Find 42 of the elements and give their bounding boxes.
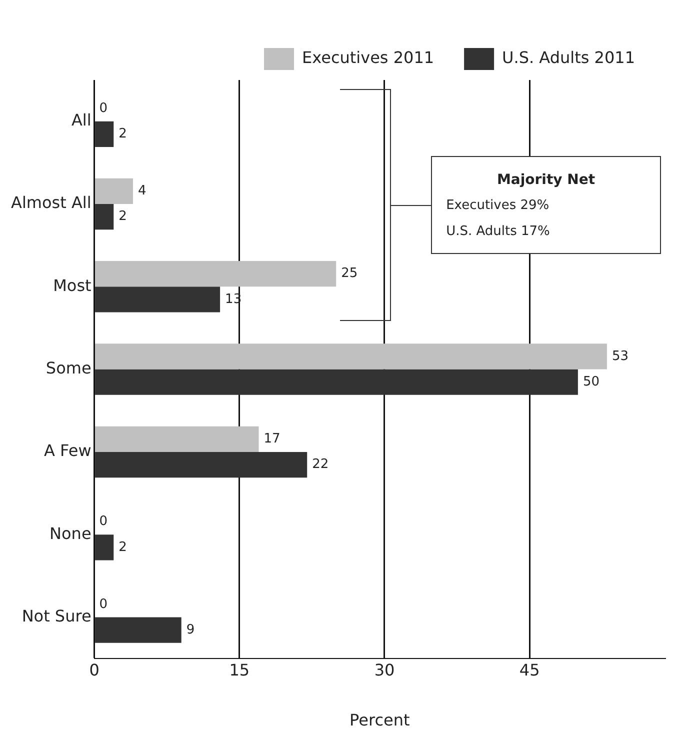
x-tick-label: 45 [519,660,540,680]
x-tick-label: 15 [229,660,250,680]
y-tick-label: Almost All [11,193,92,212]
data-label: 17 [264,432,280,447]
note-box: Majority Net Executives 29% U.S. Adults 17% [431,156,661,254]
data-label: 50 [582,374,600,390]
annotation: U.S. Adults 17% [446,222,551,241]
bar [95,178,133,204]
data-label: 2 [118,126,127,142]
y-tick-label: None [50,524,92,543]
data-label: 4 [138,184,146,199]
y-tick-label: Not Sure [22,606,92,626]
data-label: 25 [341,266,358,282]
bar [95,344,607,370]
x-tick-label: 0 [89,660,100,680]
data-label: 22 [312,457,329,472]
bar [95,204,114,230]
bar [95,121,114,147]
bar [95,534,114,560]
data-label: 53 [612,348,629,364]
y-tick-label: Some [46,358,92,378]
bar [95,261,336,287]
data-label: 2 [118,540,127,555]
bar [95,369,578,395]
annotation: Executives 29% [446,196,550,215]
data-label: 2 [118,209,127,224]
annotation: Majority Net [496,170,596,190]
legend-label: U.S. Adults 2011 [502,48,636,68]
y-tick-label: Most [53,276,92,295]
bar [95,452,308,478]
x-axis-title: Percent [350,710,410,730]
bar [95,286,220,312]
x-tick-label: 30 [374,660,395,680]
bar [95,617,182,643]
bar [95,426,259,452]
y-tick-label: A Few [44,441,92,460]
y-tick-label: All [71,110,92,130]
data-label: 9 [186,622,195,638]
legend-label: Executives 2011 [302,48,434,68]
data-label: 0 [99,596,108,612]
data-label: 0 [99,100,108,116]
data-label: 0 [99,514,108,530]
